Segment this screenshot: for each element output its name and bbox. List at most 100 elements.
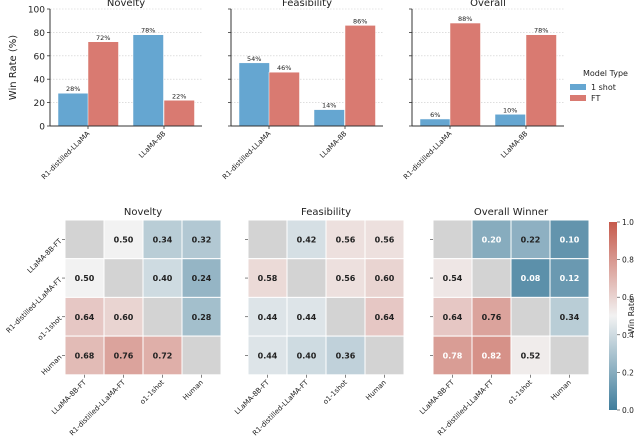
bar-ft [163, 100, 195, 127]
heatmap-cell [549, 258, 590, 298]
y-tick-label: 0 [39, 123, 45, 133]
heatmap-cell-label: 0.08 [521, 274, 541, 283]
heatmap-col-label: LLaMA-8B-FT [50, 378, 88, 416]
heatmap-cell-label: 0.32 [192, 235, 212, 244]
x-tick-label: LLaMA-8B [499, 130, 529, 160]
heatmap-cell [64, 296, 105, 337]
y-tick-label: 100 [28, 6, 45, 16]
heatmap-cell-label: 0.12 [560, 274, 580, 283]
colorbar-tick-label: 1.0 [622, 218, 634, 227]
heatmap-cell-label: 0.60 [375, 274, 395, 283]
heatmap-cell-label: 0.28 [192, 313, 212, 322]
heatmap-cell-label: 0.22 [521, 235, 541, 244]
bar-label: 14% [322, 102, 336, 110]
bar-label: 6% [430, 111, 440, 119]
heatmap-cell-label: 0.44 [258, 351, 278, 360]
heatmap-cell [549, 296, 590, 337]
heatmap-cell-label: 0.42 [297, 235, 317, 244]
heatmap-col-label: o1-1shot [138, 378, 166, 406]
heatmap-cell-label: 0.10 [560, 235, 580, 244]
heatmap-cell-label: 0.52 [521, 351, 541, 360]
heatmap-row-label: LLaMA-8B-FT [26, 237, 64, 275]
bar-label: 22% [172, 92, 186, 100]
legend-title: Model Type [583, 69, 628, 78]
bar-ft [87, 41, 119, 127]
bar-label: 72% [96, 34, 110, 42]
x-tick-label: LLaMA-8B [318, 130, 348, 160]
legend-swatch [570, 84, 586, 90]
heatmap-cell-diagonal [247, 219, 288, 260]
heatmap-cell-diagonal [432, 219, 473, 260]
heatmap-cell-label: 0.20 [482, 235, 502, 244]
y-tick-label: 40 [34, 76, 46, 86]
colorbar-label: Win Rate [627, 298, 636, 334]
heatmap-cell-diagonal [471, 258, 512, 298]
bar-1-shot [419, 118, 451, 127]
bar-label: 78% [534, 27, 548, 35]
colorbar-tick-label: 0.8 [622, 256, 634, 265]
heatmap-cell-label: 0.24 [192, 274, 212, 283]
x-tick-label: R1-distilled-LLaMA [402, 130, 454, 182]
colorbar-tick-label: 0.0 [622, 406, 634, 415]
y-axis-label: Win Rate (%) [8, 35, 19, 100]
heatmap-cell [510, 335, 551, 376]
heatmap-cell [142, 335, 183, 376]
heatmap-col-label: Human [549, 379, 573, 403]
heatmap-cell-diagonal [325, 296, 366, 337]
heatmap-cell-diagonal [64, 219, 105, 260]
heatmap-cell-label: 0.56 [336, 274, 356, 283]
heatmap-cell-label: 0.64 [75, 313, 95, 322]
heatmap-cell [142, 258, 183, 298]
heatmap-cell-label: 0.68 [75, 351, 95, 360]
bar-ft [268, 71, 300, 127]
heatmap-cell [471, 219, 512, 260]
y-tick-label: 20 [34, 99, 46, 109]
heatmap-cell-label: 0.56 [336, 235, 356, 244]
heatmap-cell-label: 0.50 [75, 274, 95, 283]
colorbar-tick-label: 0.6 [622, 293, 634, 302]
bar-1-shot [132, 34, 164, 127]
heatmap-cell-label: 0.60 [114, 313, 134, 322]
heatmap-cell-label: 0.76 [114, 351, 134, 360]
heatmap-cell-label: 0.54 [443, 274, 463, 283]
heatmap-col-label: LLaMA-8B-FT [233, 378, 271, 416]
heatmap-cell-label: 0.76 [482, 313, 502, 322]
bar-label: 54% [247, 55, 261, 63]
x-tick-label: LLaMA-8B [137, 130, 167, 160]
heatmap-cell-label: 0.64 [375, 313, 395, 322]
heatmap-cell-label: 0.78 [443, 351, 463, 360]
bar-1-shot [57, 92, 89, 127]
bar-label: 46% [277, 64, 291, 72]
heatmap-cell [181, 258, 222, 298]
heatmap-cell [432, 296, 473, 337]
colorbar [609, 222, 617, 410]
heatmap-col-label: o1-1shot [506, 378, 534, 406]
bar-label: 88% [458, 15, 472, 23]
bar-label: 78% [141, 27, 155, 35]
heatmap-col-label: o1-1shot [321, 378, 349, 406]
bar-1-shot [494, 114, 526, 127]
heatmap-cell-diagonal [103, 258, 144, 298]
legend-label: 1 shot [591, 83, 616, 92]
heatmap-title: Feasibility [301, 207, 351, 218]
heatmap-cell [103, 335, 144, 376]
heatmap-col-label: Human [364, 379, 388, 403]
colorbar-tick-label: 0.2 [622, 368, 634, 377]
heatmap-col-label: LLaMA-8B-FT [418, 378, 456, 416]
bar-ft [344, 25, 376, 127]
heatmap-cell [181, 219, 222, 260]
heatmap-row-label: Human [40, 353, 64, 377]
legend-label: FT [591, 94, 600, 103]
bar-ft [449, 22, 481, 127]
heatmap-cell-diagonal [364, 335, 405, 376]
heatmap-cell-label: 0.34 [153, 235, 173, 244]
heatmap-cell [286, 219, 327, 260]
heatmap-cell [64, 258, 105, 298]
bar-1-shot [238, 62, 270, 127]
panel-title: Feasibility [282, 0, 332, 9]
heatmap-cell [364, 219, 405, 260]
heatmap-cell-label: 0.34 [560, 313, 580, 322]
y-tick-label: 60 [34, 52, 46, 62]
panel-title: Novelty [107, 0, 145, 9]
